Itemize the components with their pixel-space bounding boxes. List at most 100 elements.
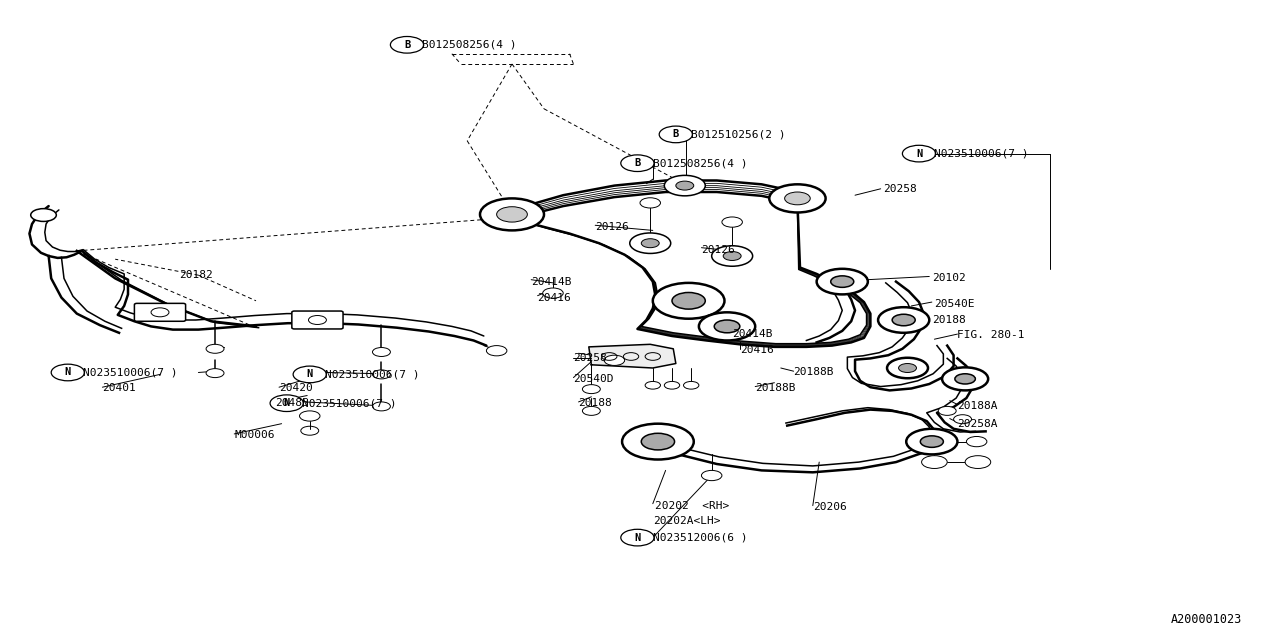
Circle shape — [699, 312, 755, 340]
Circle shape — [630, 233, 671, 253]
Circle shape — [902, 145, 936, 162]
Circle shape — [372, 348, 390, 356]
Text: FIG. 280-1: FIG. 280-1 — [957, 330, 1025, 340]
Circle shape — [497, 207, 527, 222]
Text: N: N — [284, 398, 289, 408]
Circle shape — [701, 470, 722, 481]
Text: N: N — [65, 367, 70, 378]
Text: 20188B: 20188B — [794, 367, 835, 378]
Circle shape — [151, 308, 169, 317]
Circle shape — [899, 364, 916, 372]
Circle shape — [906, 429, 957, 454]
Text: 20258A: 20258A — [957, 419, 998, 429]
Text: 20485: 20485 — [275, 398, 308, 408]
Circle shape — [543, 288, 563, 298]
Circle shape — [722, 217, 742, 227]
Circle shape — [955, 374, 975, 384]
Circle shape — [785, 192, 810, 205]
Circle shape — [641, 433, 675, 450]
Circle shape — [892, 314, 915, 326]
Text: N: N — [307, 369, 312, 380]
Circle shape — [723, 252, 741, 260]
Circle shape — [922, 456, 947, 468]
Circle shape — [640, 198, 660, 208]
Text: B: B — [404, 40, 410, 50]
Text: M00006: M00006 — [234, 430, 275, 440]
Circle shape — [942, 367, 988, 390]
Text: B: B — [673, 129, 678, 140]
Circle shape — [308, 316, 326, 324]
Circle shape — [31, 209, 56, 221]
Circle shape — [659, 126, 692, 143]
Circle shape — [645, 381, 660, 389]
Text: 20126: 20126 — [595, 222, 628, 232]
Circle shape — [270, 395, 303, 412]
Circle shape — [293, 366, 326, 383]
Circle shape — [878, 307, 929, 333]
Text: 20126: 20126 — [701, 244, 735, 255]
Circle shape — [966, 436, 987, 447]
Text: B012508256(4 ): B012508256(4 ) — [653, 158, 748, 168]
Text: N: N — [635, 532, 640, 543]
Text: 20416: 20416 — [538, 292, 571, 303]
Text: 20202A<LH>: 20202A<LH> — [653, 516, 721, 526]
Text: 20414B: 20414B — [732, 329, 773, 339]
Text: B012510256(2 ): B012510256(2 ) — [691, 129, 786, 140]
Circle shape — [582, 385, 600, 394]
Text: 20416: 20416 — [740, 345, 773, 355]
Circle shape — [641, 239, 659, 248]
Circle shape — [206, 344, 224, 353]
Circle shape — [486, 346, 507, 356]
Text: N023510006(7 ): N023510006(7 ) — [83, 367, 178, 378]
Text: 20258: 20258 — [883, 184, 916, 194]
Circle shape — [831, 276, 854, 287]
Circle shape — [390, 36, 424, 53]
Circle shape — [621, 155, 654, 172]
Circle shape — [714, 320, 740, 333]
Text: 20188B: 20188B — [755, 383, 796, 393]
Text: A200001023: A200001023 — [1170, 613, 1242, 626]
Text: 20420: 20420 — [279, 383, 312, 394]
Circle shape — [954, 415, 972, 424]
Circle shape — [676, 181, 694, 190]
Circle shape — [817, 269, 868, 294]
Circle shape — [621, 529, 654, 546]
Text: 20102: 20102 — [932, 273, 965, 284]
Text: 20188: 20188 — [579, 398, 612, 408]
Text: 20182: 20182 — [179, 270, 212, 280]
Circle shape — [887, 358, 928, 378]
Text: 20188: 20188 — [932, 315, 965, 325]
Circle shape — [664, 381, 680, 389]
Text: 20202  <RH>: 20202 <RH> — [655, 500, 730, 511]
Text: 20206: 20206 — [813, 502, 846, 512]
Text: N023510006(7 ): N023510006(7 ) — [302, 398, 397, 408]
Circle shape — [582, 406, 600, 415]
Circle shape — [372, 402, 390, 411]
Circle shape — [300, 411, 320, 421]
Text: 20540E: 20540E — [934, 299, 975, 309]
Circle shape — [664, 175, 705, 196]
Text: N023510006(7 ): N023510006(7 ) — [934, 148, 1029, 159]
Polygon shape — [589, 344, 676, 368]
Text: 20258: 20258 — [573, 353, 607, 364]
Circle shape — [938, 406, 956, 415]
Text: N023512006(6 ): N023512006(6 ) — [653, 532, 748, 543]
Text: 20401: 20401 — [102, 383, 136, 394]
Text: B012508256(4 ): B012508256(4 ) — [422, 40, 517, 50]
Circle shape — [622, 424, 694, 460]
FancyBboxPatch shape — [134, 303, 186, 321]
Circle shape — [653, 283, 724, 319]
Circle shape — [372, 370, 390, 379]
Circle shape — [769, 184, 826, 212]
Circle shape — [604, 355, 625, 365]
Circle shape — [672, 292, 705, 309]
Circle shape — [712, 246, 753, 266]
Text: N: N — [916, 148, 922, 159]
Circle shape — [480, 198, 544, 230]
FancyBboxPatch shape — [292, 311, 343, 329]
Circle shape — [684, 381, 699, 389]
Text: 20188A: 20188A — [957, 401, 998, 411]
Circle shape — [51, 364, 84, 381]
Circle shape — [965, 456, 991, 468]
Circle shape — [920, 436, 943, 447]
